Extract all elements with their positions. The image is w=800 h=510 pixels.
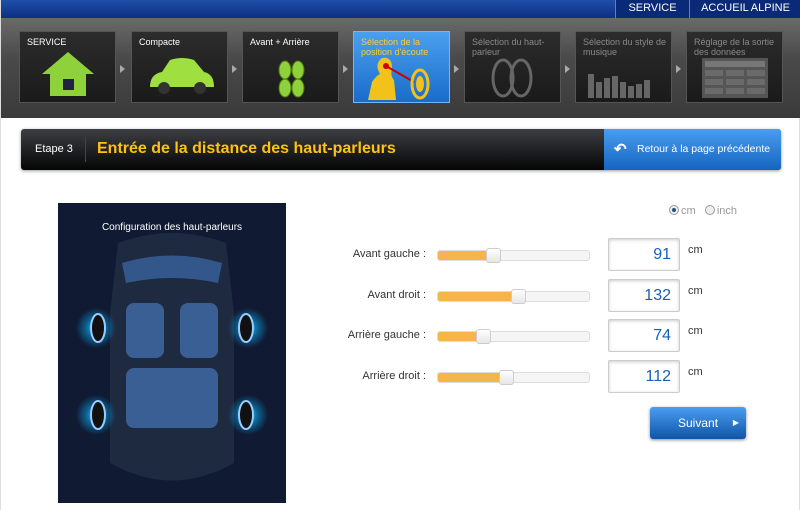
step-compacte[interactable]: Compacte	[131, 31, 228, 103]
row-label: Avant gauche :	[352, 248, 426, 260]
distance-row: Arrière gauche : 74 cm	[301, 319, 721, 353]
step-navigation: SERVICE Compacte Avant + Arrière Sélecti…	[1, 18, 800, 118]
return-arrow-icon: ↶	[614, 141, 627, 158]
speaker-rear-right	[228, 395, 268, 435]
unit-selector: cm inch	[669, 205, 737, 217]
back-label: Retour à la page précédente	[637, 143, 771, 155]
unit-cm-radio[interactable]: cm	[669, 205, 696, 217]
row-label: Arrière gauche :	[347, 329, 426, 341]
step-arrow	[676, 65, 681, 73]
car-top-view-illustration	[76, 233, 268, 481]
slider-handle[interactable]	[475, 329, 491, 344]
step-number: Etape 3	[35, 143, 73, 155]
step-label: Sélection du haut-parleur	[472, 37, 545, 57]
radio-indicator[interactable]	[669, 205, 679, 215]
unit-label: cm	[688, 366, 703, 378]
unit-label: inch	[716, 205, 738, 217]
unit-label: cm	[688, 285, 703, 297]
step-label: Sélection de la position d'écoute	[361, 37, 429, 57]
distance-row: Avant gauche : 91 cm	[301, 238, 721, 272]
step-data-output: Réglage de la sortie des données	[686, 31, 783, 103]
car-panel-title: Configuration des haut-parleurs	[101, 222, 243, 233]
step-arrow	[232, 65, 237, 73]
service-link[interactable]: SERVICE	[615, 0, 689, 18]
back-button[interactable]: ↶ Retour à la page précédente	[604, 129, 781, 170]
step-service[interactable]: SERVICE	[19, 31, 116, 103]
next-button[interactable]: Suivant ▶	[650, 407, 746, 439]
next-label: Suivant	[678, 416, 719, 430]
distance-slider[interactable]	[437, 248, 590, 263]
step-label: Sélection du style de musique	[583, 37, 667, 57]
unit-label: cm	[688, 325, 703, 337]
distance-input[interactable]: 112	[608, 360, 680, 393]
unit-inch-radio[interactable]: inch	[704, 205, 738, 217]
top-bar	[1, 0, 800, 18]
step-arrow	[120, 65, 125, 73]
speaker-front-right	[228, 308, 268, 348]
table-icon	[702, 58, 768, 98]
step-label: SERVICE	[27, 37, 67, 47]
divider	[85, 137, 86, 162]
distance-row: Arrière droit : 112 cm	[301, 360, 721, 394]
step-arrow	[565, 65, 570, 73]
house-icon	[42, 52, 94, 96]
step-arrow	[343, 65, 348, 73]
step-label: Avant + Arrière	[250, 37, 310, 47]
step-music-style: Sélection du style de musique	[575, 31, 672, 103]
page-header: Etape 3 Entrée de la distance des haut-p…	[21, 129, 781, 170]
distance-slider[interactable]	[437, 370, 590, 385]
distance-input[interactable]: 74	[608, 319, 680, 352]
slider-fill	[438, 373, 506, 382]
speaker-front-left	[76, 308, 116, 348]
distance-slider[interactable]	[437, 329, 590, 344]
slider-handle[interactable]	[498, 370, 514, 385]
speaker-icon	[491, 58, 533, 98]
car-icon	[150, 58, 214, 94]
listener-icon	[368, 57, 430, 100]
distance-input[interactable]: 132	[608, 279, 680, 312]
speaker-configuration-image: Configuration des haut-parleurs	[58, 203, 286, 503]
step-label: Compacte	[139, 37, 181, 47]
slider-handle[interactable]	[510, 289, 526, 304]
distance-row: Avant droit : 132 cm	[301, 279, 721, 313]
step-avant-arriere[interactable]: Avant + Arrière	[242, 31, 339, 103]
step-arrow	[454, 65, 459, 73]
row-label: Arrière droit :	[362, 370, 426, 382]
distance-input[interactable]: 91	[608, 238, 680, 271]
step-listening-position[interactable]: Sélection de la position d'écoute	[353, 31, 450, 103]
row-label: Avant droit :	[367, 289, 427, 301]
step-label: Réglage de la sortie des données	[694, 37, 775, 57]
slider-fill	[438, 332, 483, 341]
radio-indicator[interactable]	[704, 205, 715, 215]
unit-label: cm	[681, 205, 696, 217]
slider-fill	[438, 251, 493, 260]
step-speaker-selection: Sélection du haut-parleur	[464, 31, 561, 103]
page-title: Entrée de la distance des haut-parleurs	[97, 140, 396, 157]
slider-fill	[438, 292, 518, 301]
home-link[interactable]: ACCUEIL ALPINE	[689, 0, 800, 18]
speaker-rear-left	[76, 395, 116, 435]
slider-handle[interactable]	[485, 248, 501, 263]
unit-label: cm	[688, 244, 703, 256]
chevron-right-icon: ▶	[732, 418, 739, 427]
speakers-icon	[278, 60, 305, 98]
distance-slider[interactable]	[437, 289, 590, 304]
equalizer-icon	[588, 74, 650, 98]
